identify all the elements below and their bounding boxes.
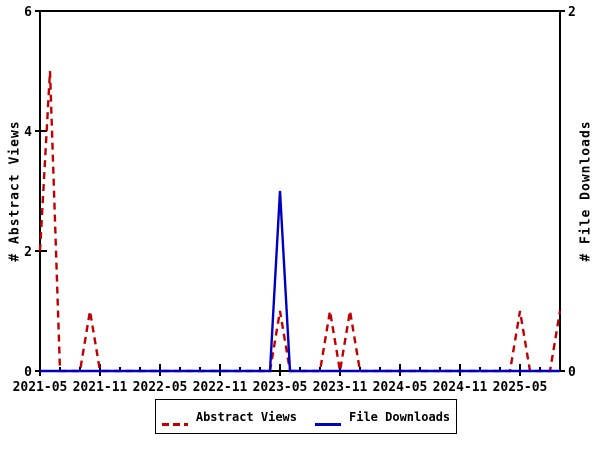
x-tick-label: 2023-11: [313, 380, 368, 395]
x-tick-label: 2021-11: [73, 380, 128, 395]
abstract-views-line: [38, 70, 562, 373]
plot-border: [39, 10, 561, 372]
y-right-tick-label: 0: [568, 365, 576, 380]
x-tick-label: 2023-05: [253, 380, 308, 395]
x-tick-label: 2021-05: [13, 380, 68, 395]
legend-label-abstract-views: Abstract Views: [195, 409, 297, 424]
x-tick-label: 2024-11: [433, 380, 488, 395]
x-tick-label: 2022-05: [133, 380, 188, 395]
left-axis-title: # Abstract Views: [7, 120, 23, 262]
y-left-tick-label: 0: [24, 365, 32, 380]
x-tick-label: 2025-05: [493, 380, 548, 395]
legend-label-file-downloads: File Downloads: [349, 409, 451, 424]
y-left-tick-label: 4: [24, 125, 32, 140]
right-axis-title: # File Downloads: [578, 120, 594, 262]
file-downloads-line: [40, 190, 560, 373]
y-left-tick-label: 6: [24, 5, 32, 20]
legend: Abstract Views File Downloads: [155, 399, 457, 434]
y-left-tick-label: 2: [24, 245, 32, 260]
abstract-views-line-sample: [161, 415, 188, 426]
file-downloads-line-sample: [315, 415, 341, 426]
y-right-tick-label: 2: [568, 5, 576, 20]
x-tick-label: 2022-11: [193, 380, 248, 395]
x-tick-label: 2024-05: [373, 380, 428, 395]
